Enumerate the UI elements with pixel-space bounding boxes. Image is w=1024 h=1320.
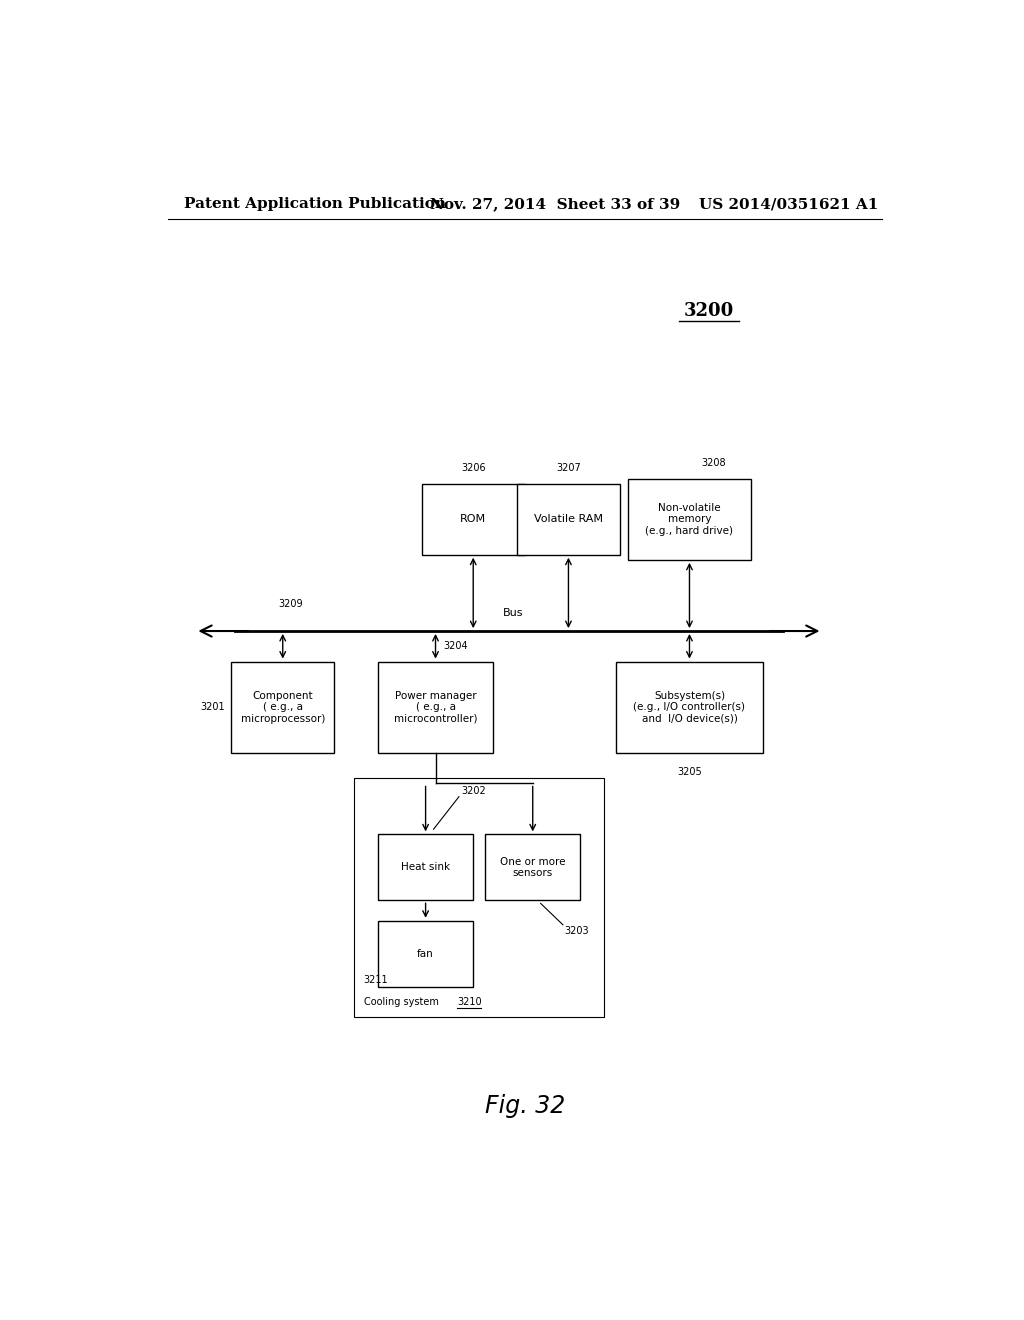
Text: ROM: ROM bbox=[460, 515, 486, 524]
Text: fan: fan bbox=[417, 949, 434, 958]
Text: 3211: 3211 bbox=[364, 974, 388, 985]
Bar bbox=[378, 661, 494, 752]
Bar bbox=[231, 661, 334, 752]
Text: 3200: 3200 bbox=[684, 302, 734, 319]
Text: 3207: 3207 bbox=[556, 463, 581, 474]
Bar bbox=[628, 479, 751, 560]
Text: Nov. 27, 2014  Sheet 33 of 39: Nov. 27, 2014 Sheet 33 of 39 bbox=[430, 197, 680, 211]
Text: Non-volatile
memory
(e.g., hard drive): Non-volatile memory (e.g., hard drive) bbox=[645, 503, 733, 536]
Text: Cooling system: Cooling system bbox=[364, 997, 441, 1007]
Bar bbox=[485, 834, 581, 900]
Text: Fig. 32: Fig. 32 bbox=[484, 1094, 565, 1118]
Text: 3204: 3204 bbox=[443, 642, 468, 651]
Bar bbox=[354, 779, 604, 1018]
Text: Bus: Bus bbox=[503, 607, 523, 618]
Text: 3202: 3202 bbox=[461, 785, 486, 796]
Bar bbox=[517, 483, 621, 554]
Bar bbox=[422, 483, 524, 554]
Text: 3209: 3209 bbox=[279, 599, 303, 609]
Text: 3201: 3201 bbox=[201, 702, 225, 713]
Text: 3206: 3206 bbox=[461, 463, 485, 474]
Text: 3205: 3205 bbox=[677, 767, 701, 777]
Bar bbox=[378, 834, 473, 900]
Text: US 2014/0351621 A1: US 2014/0351621 A1 bbox=[699, 197, 879, 211]
Text: One or more
sensors: One or more sensors bbox=[500, 857, 565, 878]
Text: Patent Application Publication: Patent Application Publication bbox=[183, 197, 445, 211]
Bar bbox=[378, 921, 473, 987]
Text: Power manager
( e.g., a
microcontroller): Power manager ( e.g., a microcontroller) bbox=[394, 690, 477, 723]
Bar bbox=[616, 661, 763, 752]
Text: Heat sink: Heat sink bbox=[401, 862, 451, 873]
Text: Volatile RAM: Volatile RAM bbox=[534, 515, 603, 524]
Text: Subsystem(s)
(e.g., I/O controller(s)
and  I/O device(s)): Subsystem(s) (e.g., I/O controller(s) an… bbox=[634, 690, 745, 723]
Text: Component
( e.g., a
microprocessor): Component ( e.g., a microprocessor) bbox=[241, 690, 325, 723]
Text: 3210: 3210 bbox=[458, 997, 482, 1007]
Text: 3203: 3203 bbox=[564, 925, 589, 936]
Text: 3208: 3208 bbox=[701, 458, 726, 469]
